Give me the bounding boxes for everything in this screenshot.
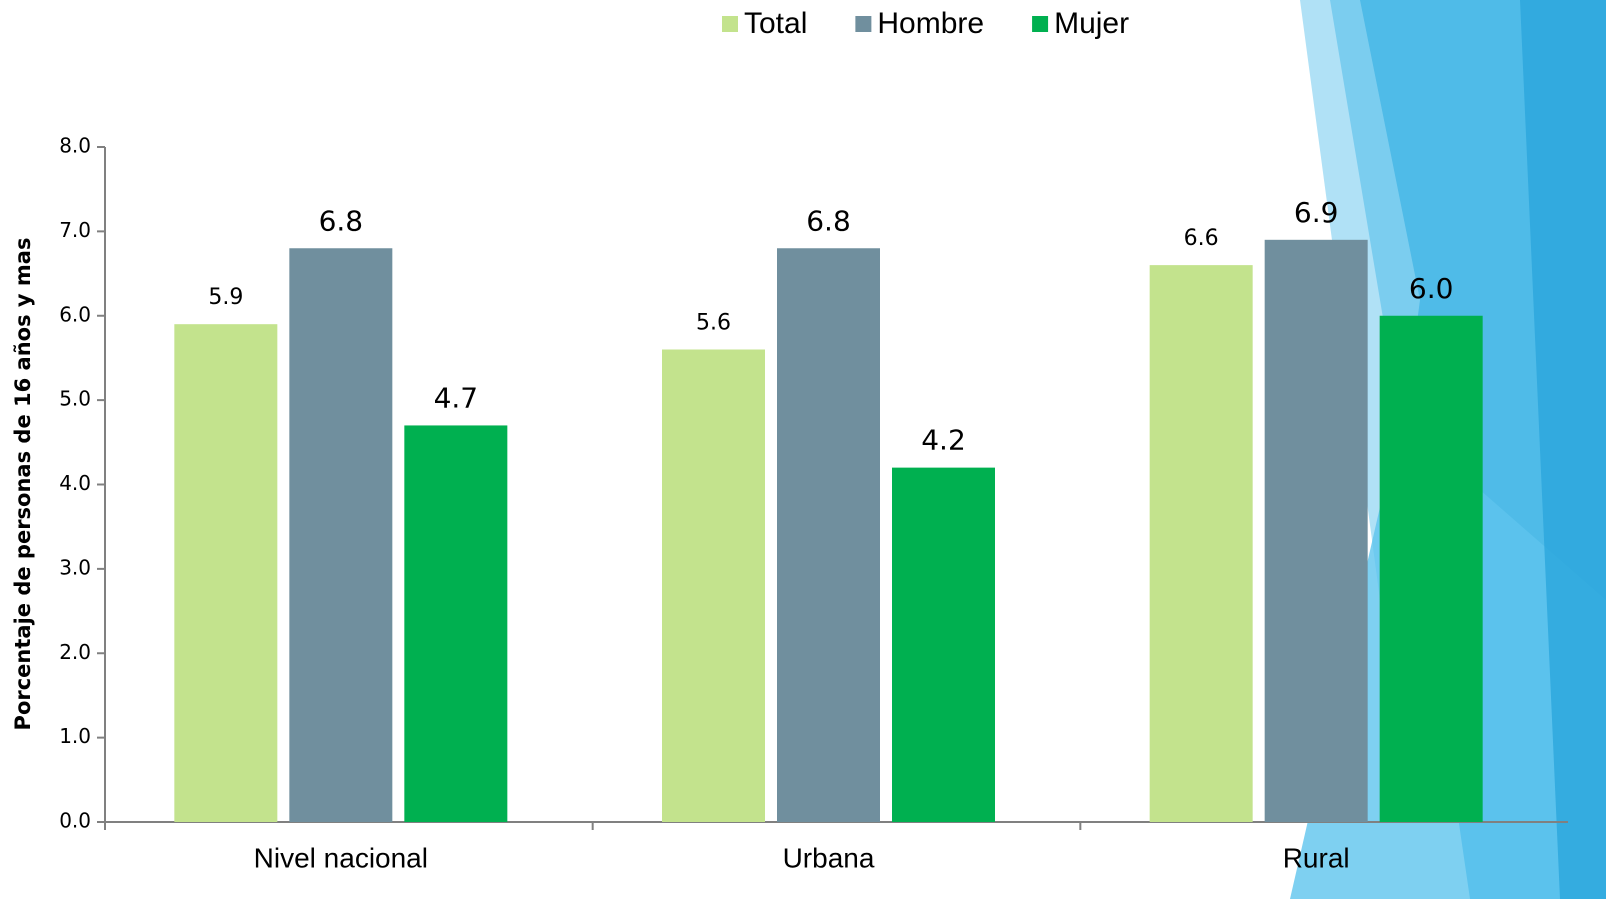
- y-tick-label: 0.0: [59, 809, 91, 833]
- x-tick-label: Nivel nacional: [254, 842, 428, 873]
- y-tick-label: 8.0: [59, 134, 91, 158]
- data-label: 4.7: [434, 381, 479, 414]
- data-label: 6.8: [806, 204, 851, 237]
- y-axis-title: Porcentaje de personas de 16 años y mas: [11, 238, 35, 731]
- data-label: 6.6: [1184, 226, 1219, 251]
- legend-label: Hombre: [877, 7, 984, 40]
- y-tick-label: 3.0: [59, 555, 91, 579]
- data-label: 4.2: [921, 424, 966, 457]
- bar: [662, 349, 765, 822]
- legend-swatch: [855, 16, 872, 32]
- bar: [289, 248, 393, 822]
- data-label: 5.6: [696, 311, 731, 336]
- x-tick-label: Urbana: [783, 842, 875, 873]
- y-tick-label: 5.0: [59, 387, 91, 411]
- bar: [892, 467, 995, 822]
- data-label: 6.0: [1409, 272, 1454, 305]
- data-label: 6.9: [1294, 196, 1339, 229]
- bar: [1149, 265, 1253, 822]
- y-tick-label: 4.0: [59, 471, 91, 495]
- y-tick-label: 1.0: [59, 724, 91, 748]
- bar: [1264, 239, 1368, 822]
- legend-label: Mujer: [1054, 7, 1129, 40]
- bar: [174, 324, 278, 822]
- data-label: 5.9: [208, 285, 243, 310]
- data-label: 6.8: [319, 204, 364, 237]
- bar: [404, 425, 508, 822]
- bar: [1379, 315, 1483, 822]
- y-tick-label: 2.0: [59, 640, 91, 664]
- bar: [777, 248, 880, 822]
- y-tick-label: 6.0: [59, 302, 91, 326]
- legend-swatch: [1032, 16, 1049, 32]
- legend-label: Total: [744, 7, 807, 40]
- x-tick-label: Rural: [1283, 842, 1350, 873]
- y-tick-label: 7.0: [59, 218, 91, 242]
- legend-swatch: [722, 16, 738, 32]
